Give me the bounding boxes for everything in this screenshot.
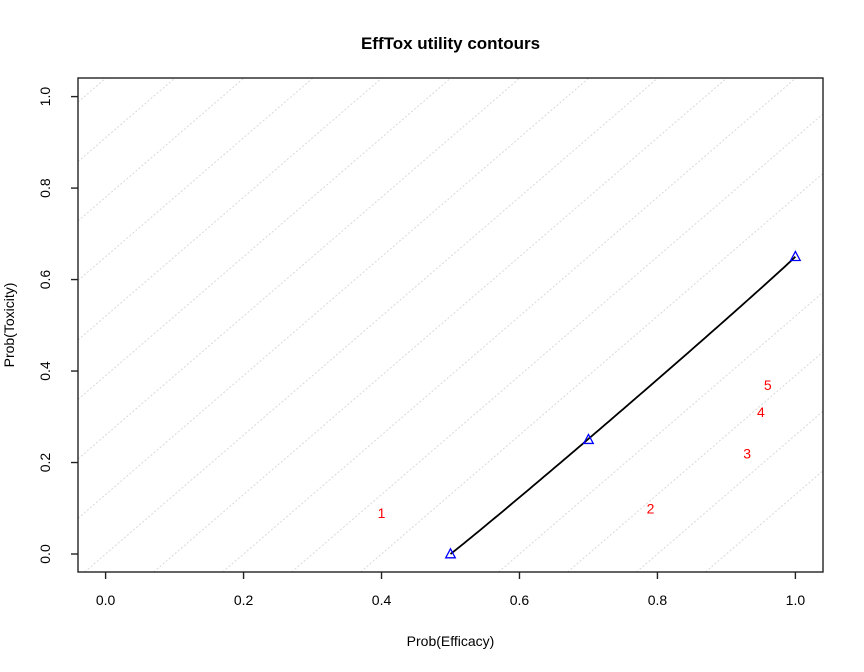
utility-contour-line: [636, 410, 824, 573]
dose-label: 4: [757, 404, 765, 420]
dose-label: 5: [764, 377, 772, 393]
y-tick-label: 0.4: [37, 361, 53, 381]
dose-label: 2: [647, 500, 655, 516]
utility-contour-line: [77, 77, 107, 103]
x-tick-label: 0.6: [510, 592, 530, 608]
utility-contour-line: [153, 77, 728, 573]
utility-contour-line: [77, 77, 521, 460]
elicited-point-marker: [582, 433, 595, 445]
plot-layers: 0.0 0.2 0.4 0.6 0.8 1.0 0.0 0.2 0.4 0.6 0.8 1.0 1 2 3 4…: [37, 77, 824, 608]
utility-contour-line: [705, 470, 824, 573]
target-contour-curve: [449, 256, 797, 555]
x-tick-label: 0.4: [372, 592, 392, 608]
y-tick-label: 0.8: [37, 178, 53, 198]
utility-contour-line: [77, 77, 452, 400]
x-tick-label: 0.2: [234, 592, 254, 608]
y-tick-label: 0.2: [37, 453, 53, 473]
dose-label: 1: [378, 505, 386, 521]
y-tick-label: 0.6: [37, 270, 53, 290]
x-axis-label: Prob(Efficacy): [407, 633, 495, 649]
plot-box: [77, 77, 824, 573]
utility-contour-line: [77, 77, 314, 281]
chart-title: EffTox utility contours: [361, 34, 540, 53]
utility-contour-line: [84, 77, 659, 573]
utility-contour-line: [360, 173, 824, 573]
y-axis-label: Prob(Toxicity): [1, 283, 17, 368]
utility-contour-line: [77, 77, 590, 519]
elicited-point-marker: [789, 250, 802, 262]
y-tick-label: 1.0: [37, 87, 53, 107]
utility-contour-line: [567, 351, 824, 573]
x-tick-label: 0.8: [648, 592, 668, 608]
utility-contour-line: [77, 77, 245, 222]
utility-contour-line: [291, 113, 824, 573]
utility-contour-line: [498, 291, 824, 573]
elicited-point-marker: [444, 547, 457, 559]
y-tick-label: 0.0: [37, 544, 53, 564]
x-tick-label: 0.0: [96, 592, 116, 608]
utility-contour-line: [77, 77, 176, 162]
x-tick-label: 1.0: [786, 592, 806, 608]
utility-contour-line: [77, 77, 383, 341]
dose-label: 3: [743, 445, 751, 461]
utility-contour-line: [222, 77, 797, 573]
